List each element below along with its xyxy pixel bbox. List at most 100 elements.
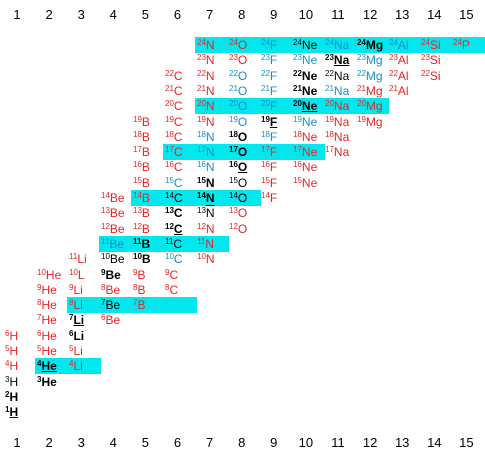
element-symbol: N (205, 221, 215, 236)
element-symbol: H (9, 359, 19, 374)
mass-number: 9 (133, 267, 138, 277)
mass-number: 13 (197, 206, 206, 216)
isotope-label: 14Be (101, 191, 125, 205)
element-symbol: Li (73, 313, 85, 328)
element-symbol: Al (397, 83, 409, 98)
element-symbol: Na (333, 53, 350, 68)
element-symbol: F (269, 160, 278, 175)
mass-number: 19 (293, 114, 302, 124)
mass-number: 22 (325, 68, 334, 78)
mass-number: 17 (261, 145, 270, 155)
element-symbol: B (137, 298, 146, 313)
isotope-label: 24N (197, 38, 215, 52)
isotope-label: 16C (165, 160, 183, 174)
element-symbol: O (237, 129, 248, 144)
element-symbol: Na (333, 68, 350, 83)
element-symbol: Li (73, 298, 83, 313)
isotope-label: 24Mg (357, 38, 383, 52)
mass-number: 20 (165, 99, 174, 109)
isotope-label: 13Be (101, 206, 125, 220)
element-symbol: N (205, 145, 215, 160)
isotope-label: 8Li (69, 298, 83, 312)
mass-number: 12 (165, 221, 174, 231)
mass-number: 16 (229, 160, 238, 170)
element-symbol: C (169, 267, 179, 282)
isotope-label: 13N (197, 206, 215, 220)
element-symbol: C (173, 160, 183, 175)
element-symbol: N (205, 68, 215, 83)
mass-number: 22 (261, 68, 270, 78)
element-symbol: F (269, 99, 278, 114)
stability-band (35, 358, 101, 375)
element-symbol: F (269, 129, 278, 144)
mass-number: 16 (197, 160, 206, 170)
axis-label: 7 (205, 7, 214, 22)
mass-number: 17 (133, 145, 142, 155)
axis-label: 1 (13, 435, 21, 450)
mass-number: 24 (389, 38, 398, 47)
mass-number: 9 (69, 282, 74, 292)
element-symbol: Ne (301, 38, 318, 52)
isotope-label: 17Na (325, 145, 349, 159)
element-symbol: O (237, 99, 248, 114)
isotope-label: 20C (165, 99, 183, 113)
mass-number: 3 (5, 374, 10, 384)
isotope-label: 13B (133, 206, 150, 220)
mass-number: 12 (229, 221, 238, 231)
isotope-label: 6He (37, 329, 57, 343)
isotope-label: 6Be (101, 313, 120, 327)
isotope-label: 18N (197, 130, 215, 144)
isotope-label: 3He (37, 375, 57, 389)
isotope-label: 19Na (325, 115, 349, 129)
isotope-label: 15B (133, 176, 150, 190)
isotope-label: 20N (197, 99, 215, 113)
mass-number: 19 (357, 114, 366, 124)
mass-number: 3 (37, 374, 42, 384)
element-symbol: Mg (365, 99, 383, 114)
isotope-label: 5He (37, 344, 57, 358)
element-symbol: Li (73, 359, 83, 374)
element-symbol: Ne (301, 99, 318, 114)
mass-number: 2 (5, 389, 10, 399)
mass-number: 19 (325, 114, 334, 124)
mass-number: 8 (69, 298, 74, 308)
axis-label: 4 (109, 435, 117, 450)
isotope-label: 3H (5, 375, 18, 389)
mass-number: 6 (101, 313, 106, 323)
isotope-label: 20Ne (293, 99, 317, 113)
mass-number: 6 (37, 328, 42, 338)
axis-label: 1 (13, 7, 21, 22)
axis-label: 7 (205, 435, 214, 450)
element-symbol: Be (109, 191, 125, 205)
isotope-label: 22Ne (293, 69, 317, 83)
element-symbol: N (205, 129, 215, 144)
mass-number: 21 (261, 83, 270, 93)
mass-number: 22 (229, 68, 238, 78)
isotope-label: 13C (165, 206, 183, 220)
element-symbol: N (205, 175, 215, 190)
mass-number: 14 (133, 191, 142, 200)
axis-label: 12 (362, 7, 378, 22)
mass-number: 23 (261, 53, 270, 63)
mass-number: 4 (69, 359, 74, 369)
axis-label: 8 (238, 7, 246, 22)
element-symbol: He (45, 267, 62, 282)
element-symbol: H (9, 328, 19, 343)
mass-number: 19 (261, 114, 270, 124)
mass-number: 20 (197, 99, 206, 109)
isotope-label: 17C (165, 145, 183, 159)
mass-number: 5 (5, 344, 10, 353)
mass-number: 5 (69, 344, 74, 353)
mass-number: 24 (229, 38, 238, 47)
mass-number: 5 (37, 344, 42, 353)
mass-number: 24 (293, 38, 302, 47)
element-symbol: Ne (301, 83, 318, 98)
mass-number: 13 (165, 206, 174, 216)
isotope-label: 9He (37, 283, 57, 297)
isotope-label: 23Mg (357, 53, 383, 67)
isotope-label: 22F (261, 69, 277, 83)
mass-number: 16 (165, 160, 174, 170)
axis-label: 14 (427, 435, 442, 450)
isotope-label: 16O (229, 160, 247, 174)
isotope-label: 24Al (389, 38, 409, 52)
